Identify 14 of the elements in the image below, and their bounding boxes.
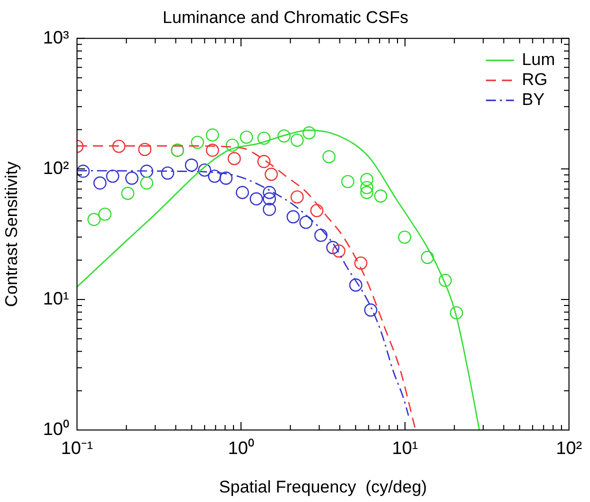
y-tick-label: 10³ xyxy=(42,27,70,48)
x-tick-label: 10⁰ xyxy=(228,438,254,458)
y-axis-title: Contrast Sensitivity xyxy=(2,160,21,307)
x-tick-label: 10² xyxy=(556,438,582,458)
legend-label: Lum xyxy=(522,50,555,70)
x-tick-label: 10¹ xyxy=(392,438,418,458)
y-tick-label: 10¹ xyxy=(42,288,70,308)
chart-title: Luminance and Chromatic CSFs xyxy=(162,8,408,27)
legend-label: RG xyxy=(522,70,548,90)
x-tick-label: 10⁻¹ xyxy=(60,438,94,458)
y-tick-label: 10⁰ xyxy=(42,418,69,439)
y-tick-label: 10² xyxy=(42,158,70,178)
x-axis-title: Spatial Frequency (cy/deg) xyxy=(219,477,427,496)
legend-label: BY xyxy=(522,90,545,110)
